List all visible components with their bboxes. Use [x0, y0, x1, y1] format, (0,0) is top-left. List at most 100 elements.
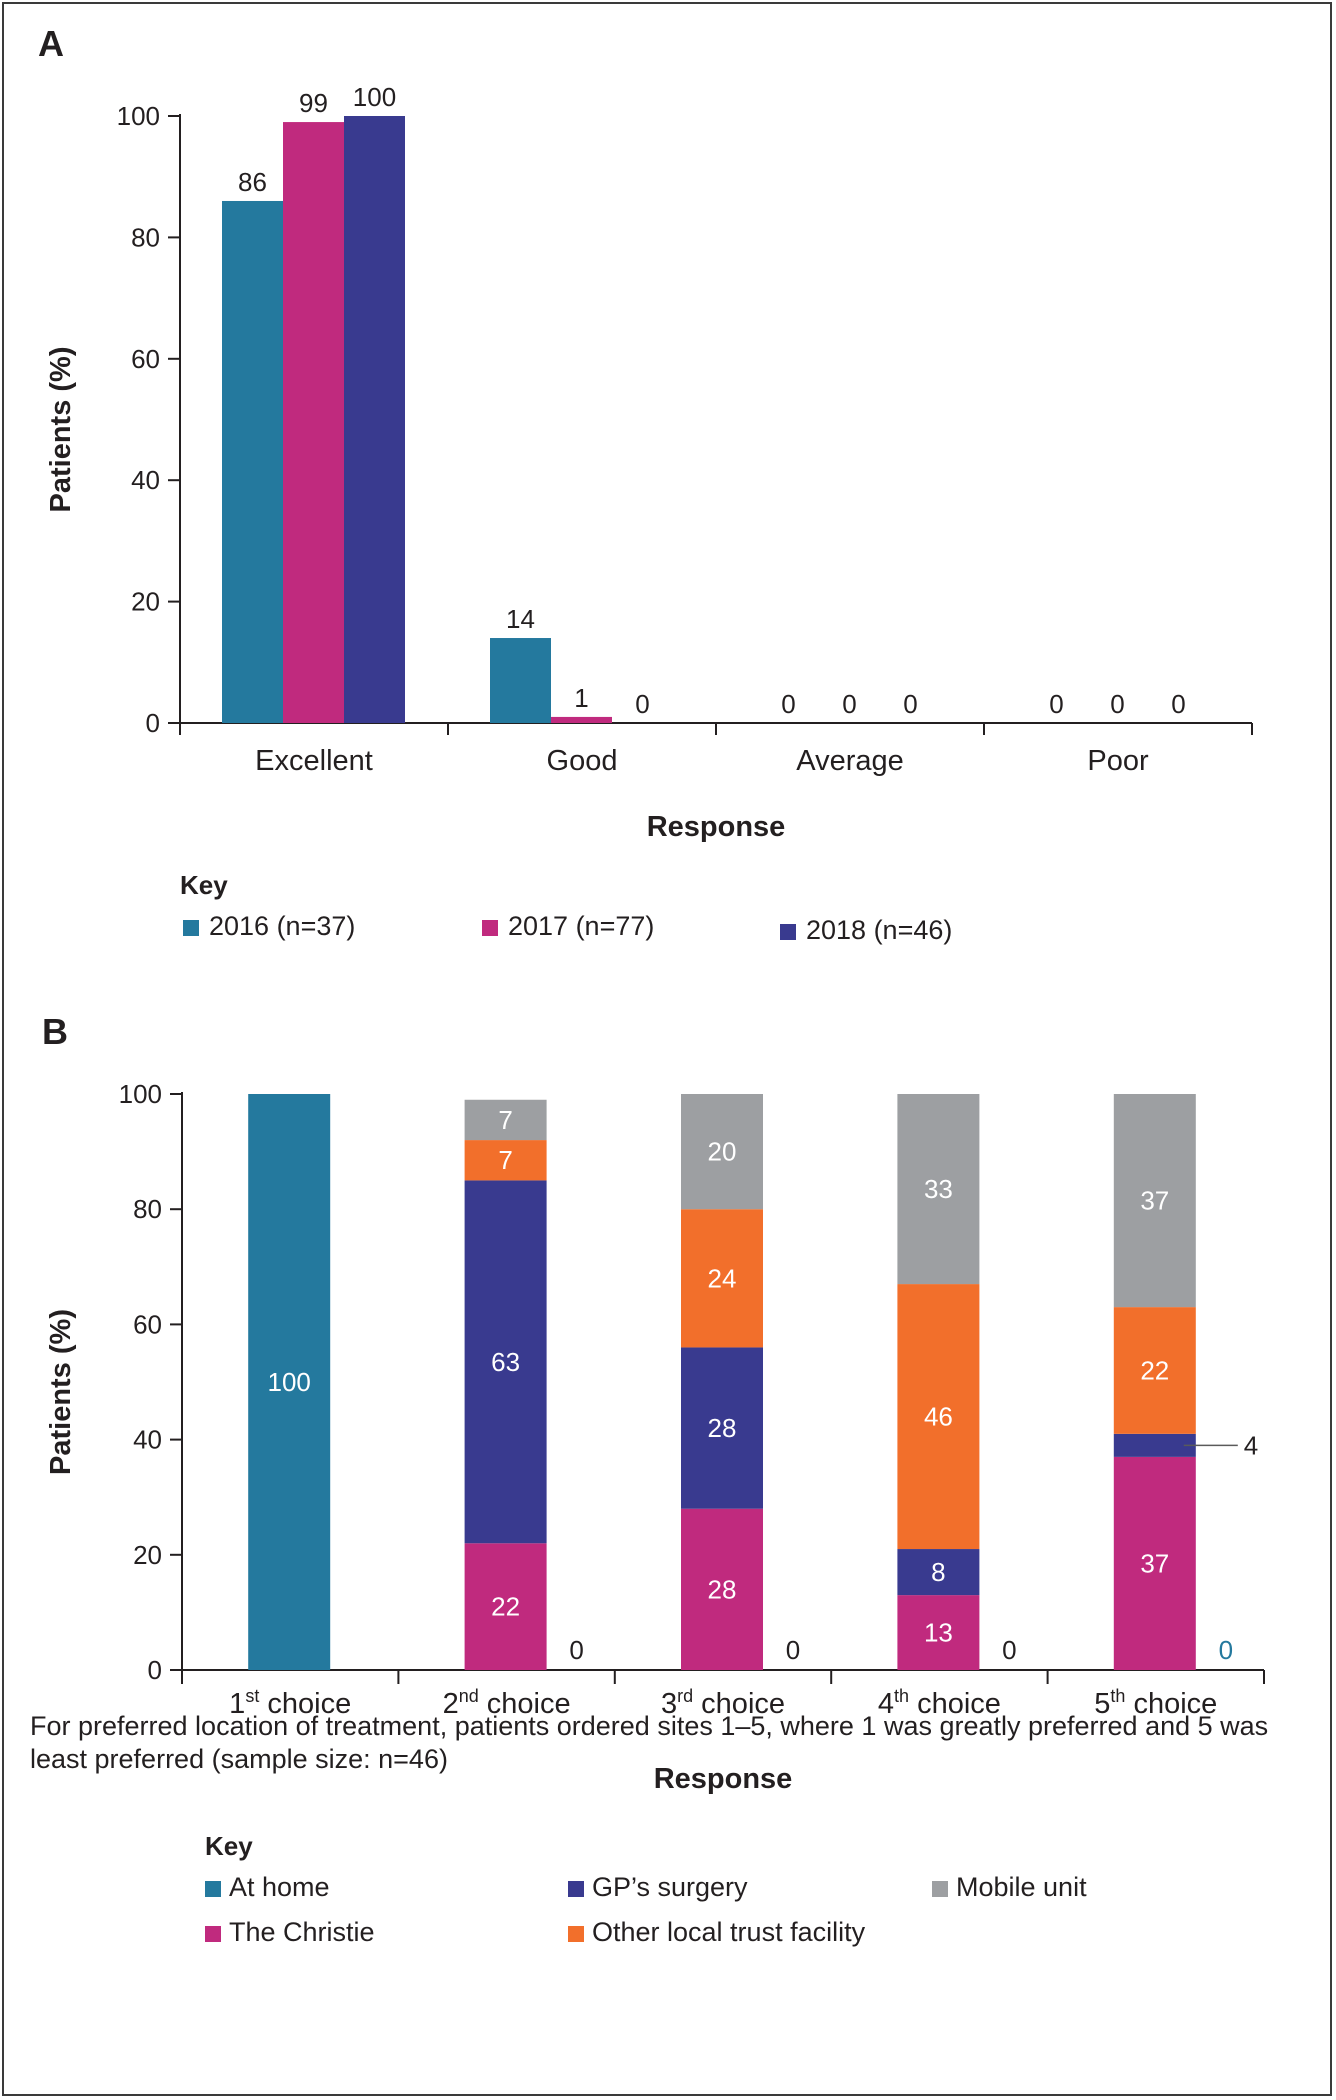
segment-gp-s-surgery-3rd-choice: [681, 1347, 763, 1509]
bar-2016-n-37-good: [490, 638, 551, 723]
y-axis-title: Patients (%): [45, 347, 77, 513]
data-label: 37: [1140, 1186, 1169, 1216]
legend-swatch: [568, 1881, 584, 1897]
legend-b: Key At home GP’s surgery Mobile unit The Chr…: [205, 1831, 1087, 1947]
y-tick-label: 100: [119, 1079, 162, 1109]
legend-title: Key: [180, 870, 228, 900]
y-tick-label: 80: [131, 222, 160, 252]
segment-mobile-unit-3rd-choice: [681, 1094, 763, 1210]
segment-other-local-trust-facility-2nd-choice: [464, 1140, 547, 1181]
y-tick-label: 0: [148, 1655, 162, 1685]
data-label: 4: [1244, 1430, 1258, 1460]
data-label: 7: [498, 1105, 512, 1135]
legend-swatch: [205, 1881, 221, 1897]
data-label: 33: [924, 1174, 953, 1204]
data-label: 86: [238, 167, 267, 197]
legend-label: Mobile unit: [956, 1872, 1087, 1902]
zero-label: 0: [569, 1635, 583, 1665]
x-tick-label: 5th choice: [1094, 1686, 1217, 1720]
data-label: 28: [708, 1413, 737, 1443]
y-tick-label: 80: [133, 1194, 162, 1224]
segment-gp-s-surgery-4th-choice: [897, 1549, 980, 1596]
data-label: 28: [708, 1574, 737, 1604]
legend-label: 2018 (n=46): [806, 915, 952, 945]
segment-mobile-unit-5th-choice: [1113, 1094, 1196, 1308]
y-tick-label: 20: [131, 587, 160, 617]
y-tick-label: 20: [133, 1540, 162, 1570]
legend-swatch: [205, 1926, 221, 1942]
data-label: 0: [1171, 689, 1185, 719]
x-axis-title: Response: [654, 1763, 793, 1795]
data-label: 14: [506, 604, 535, 634]
legend-swatch: [482, 920, 498, 936]
legend-label: 2017 (n=77): [508, 911, 654, 941]
data-label: 0: [781, 689, 795, 719]
data-label: 0: [903, 689, 917, 719]
x-tick-label: 1st choice: [229, 1686, 351, 1720]
data-label: 20: [708, 1137, 737, 1167]
y-axis-title: Patients (%): [45, 1309, 77, 1475]
y-tick-label: 100: [117, 101, 160, 131]
panel-label-a: A: [38, 23, 64, 64]
data-label: 7: [498, 1145, 512, 1175]
data-label: 13: [924, 1618, 953, 1648]
x-axis-title: Response: [647, 811, 786, 843]
x-tick-label: Excellent: [255, 745, 373, 777]
segment-the-christie-3rd-choice: [681, 1508, 763, 1670]
legend-label: 2016 (n=37): [209, 911, 355, 941]
segment-the-christie-2nd-choice: [464, 1543, 547, 1670]
bar-2017-n-77-excellent: [283, 122, 344, 723]
legend-title: Key: [205, 1831, 253, 1861]
legend-label: GP’s surgery: [592, 1872, 748, 1902]
x-tick-label: 3rd choice: [661, 1686, 785, 1720]
x-tick-label: Poor: [1087, 745, 1149, 777]
legend-swatch: [780, 924, 796, 940]
bar-2017-n-77-good: [551, 716, 612, 723]
x-tick-label: Good: [547, 745, 618, 777]
segment-gp-s-surgery-5th-choice: [1113, 1433, 1196, 1457]
segment-at-home-1st-choice: [248, 1094, 331, 1670]
y-tick-label: 40: [131, 465, 160, 495]
data-label: 99: [299, 88, 328, 118]
data-label: 0: [635, 689, 649, 719]
data-label: 0: [1110, 689, 1124, 719]
data-label: 0: [842, 689, 856, 719]
segment-the-christie-4th-choice: [897, 1595, 980, 1670]
x-tick-label: 2nd choice: [443, 1686, 571, 1720]
footnote: For preferred location of treatment, pat…: [30, 1711, 1269, 1774]
x-tick-label: 4th choice: [878, 1686, 1001, 1720]
data-label: 8: [931, 1557, 945, 1587]
data-label: 100: [353, 82, 396, 112]
legend-label: Other local trust facility: [592, 1917, 866, 1947]
data-label: 22: [1140, 1355, 1169, 1385]
segment-mobile-unit-4th-choice: [897, 1094, 980, 1285]
data-label: 24: [708, 1263, 737, 1293]
segment-gp-s-surgery-2nd-choice: [464, 1180, 547, 1544]
legend-swatch: [568, 1926, 584, 1942]
data-label: 1: [574, 683, 588, 713]
y-tick-label: 0: [146, 708, 160, 738]
legend-a: Key 2016 (n=37) 2017 (n=77) 2018 (n=46): [180, 870, 952, 945]
segment-other-local-trust-facility-3rd-choice: [681, 1209, 763, 1348]
segment-the-christie-5th-choice: [1113, 1456, 1196, 1670]
data-label: 0: [1049, 689, 1063, 719]
y-tick-label: 60: [131, 344, 160, 374]
segment-other-local-trust-facility-5th-choice: [1113, 1307, 1196, 1434]
panel-label-b: B: [42, 1011, 68, 1052]
y-tick-label: 60: [133, 1309, 162, 1339]
legend-swatch: [932, 1881, 948, 1897]
zero-label: 0: [786, 1635, 800, 1665]
legend-label: At home: [229, 1872, 330, 1902]
data-label: 37: [1140, 1548, 1169, 1578]
segment-other-local-trust-facility-4th-choice: [897, 1284, 980, 1550]
legend-swatch: [183, 920, 199, 936]
data-label: 100: [268, 1367, 311, 1397]
bar-2016-n-37-excellent: [222, 200, 283, 724]
bar-2018-n-46-excellent: [344, 116, 405, 723]
legend-label: The Christie: [229, 1917, 375, 1947]
zero-label: 0: [1002, 1635, 1016, 1665]
